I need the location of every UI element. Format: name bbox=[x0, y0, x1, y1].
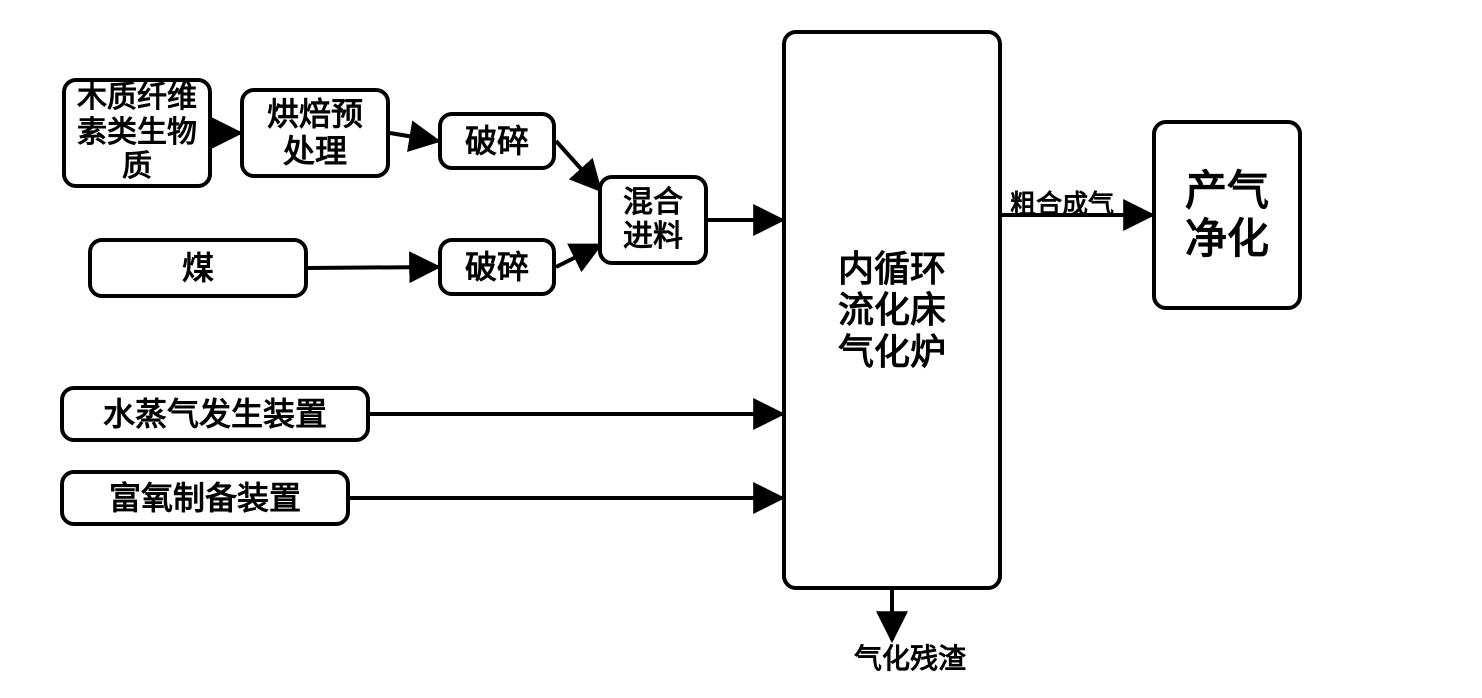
node-mix-label: 混合 进料 bbox=[623, 186, 683, 255]
node-oxygen-enrich: 富氧制备装置 bbox=[60, 470, 350, 526]
node-steam-generator: 水蒸气发生装置 bbox=[60, 386, 370, 442]
node-crush-1: 破碎 bbox=[438, 112, 556, 170]
node-roast-pretreatment: 烘焙预 处理 bbox=[240, 88, 390, 178]
node-biomass-label: 木质纤维 素类生物 质 bbox=[77, 81, 197, 185]
node-coal-label: 煤 bbox=[182, 250, 214, 287]
node-steam-label: 水蒸气发生装置 bbox=[103, 396, 327, 433]
node-roast-label: 烘焙预 处理 bbox=[267, 96, 363, 170]
node-crush2-label: 破碎 bbox=[465, 249, 529, 286]
node-crush1-label: 破碎 bbox=[465, 123, 529, 160]
node-purify-label: 产气 净化 bbox=[1185, 167, 1269, 264]
arrows-layer bbox=[0, 0, 1482, 698]
node-biomass: 木质纤维 素类生物 质 bbox=[62, 78, 212, 188]
node-oxygen-label: 富氧制备装置 bbox=[109, 480, 301, 517]
arrow-crush2_right-to-mix_bl bbox=[556, 245, 600, 267]
arrow-crush1_right-to-mix_tl bbox=[556, 141, 600, 190]
node-mix-feed: 混合 进料 bbox=[598, 175, 708, 265]
label-gasification-residue: 气化残渣 bbox=[854, 644, 966, 675]
node-coal: 煤 bbox=[88, 238, 308, 298]
node-gas-purify: 产气 净化 bbox=[1152, 120, 1302, 310]
node-gasifier-label: 内循环流化床气化炉 bbox=[822, 248, 962, 372]
arrow-roast_right-to-crush1_left bbox=[390, 133, 438, 141]
flowchart-canvas: 木质纤维 素类生物 质 烘焙预 处理 破碎 煤 破碎 混合 进料 水蒸气发生装置… bbox=[0, 0, 1482, 698]
label-raw-syngas: 粗合成气 bbox=[1010, 190, 1114, 219]
node-gasifier: 内循环流化床气化炉 bbox=[782, 30, 1002, 590]
arrow-coal_right-to-crush2_left bbox=[308, 267, 438, 268]
node-crush-2: 破碎 bbox=[438, 238, 556, 296]
